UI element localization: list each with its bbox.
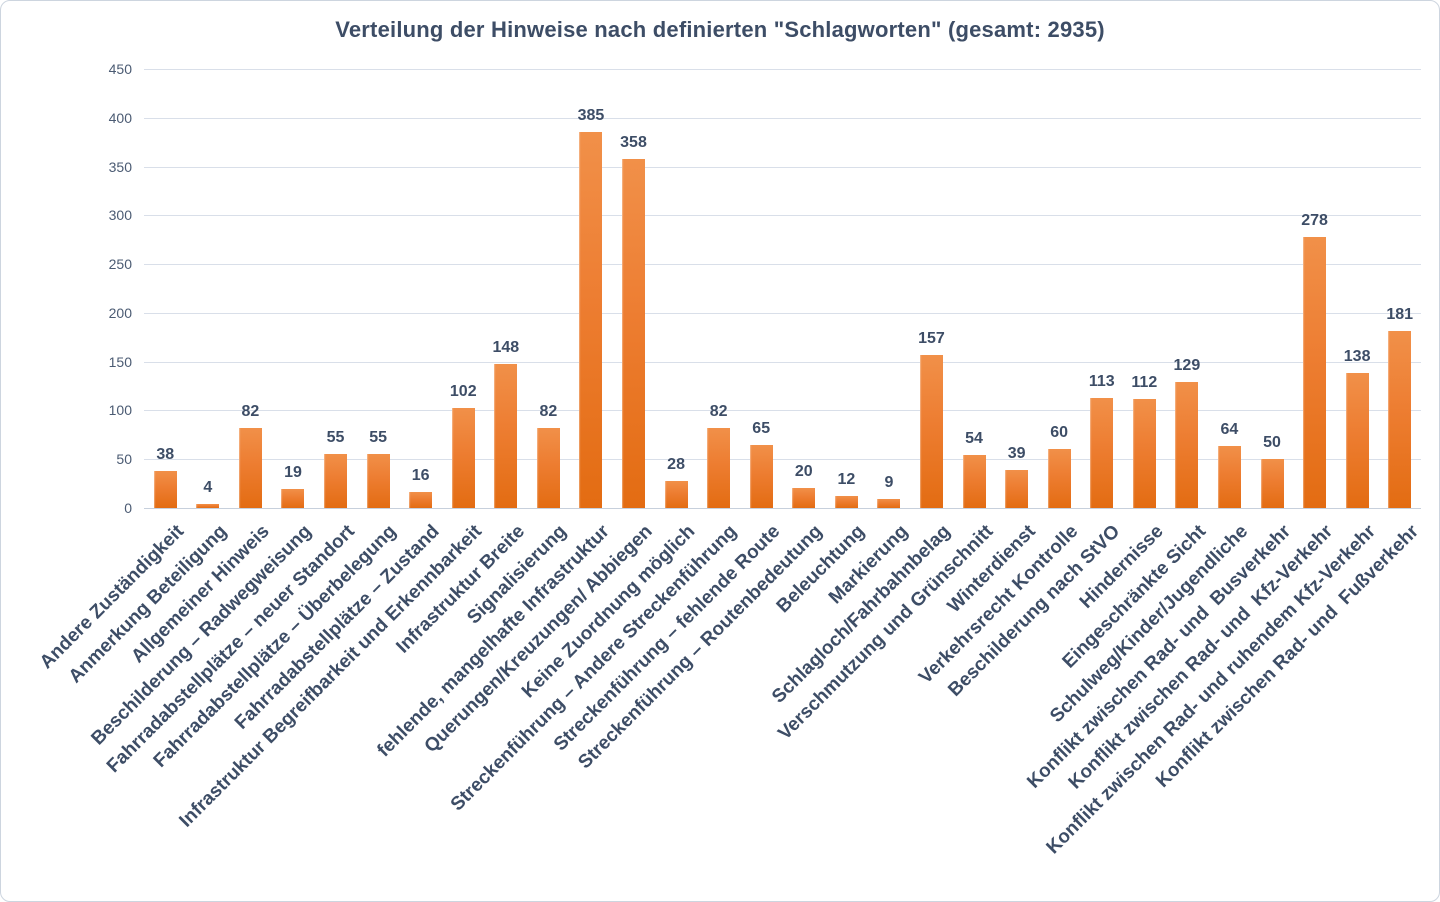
bar-value-label: 16	[411, 467, 430, 485]
bar	[792, 488, 816, 508]
bar	[749, 444, 773, 508]
bar-value-label: 138	[1343, 348, 1371, 366]
bar-value-label: 64	[1220, 420, 1239, 438]
bar-value-label: 54	[965, 430, 983, 448]
bar	[153, 470, 177, 508]
bar	[919, 354, 943, 508]
gridline	[144, 264, 1421, 266]
bar	[1132, 398, 1156, 508]
bar	[1090, 397, 1114, 508]
y-axis-tick-label: 400	[108, 109, 132, 126]
bar	[707, 428, 731, 508]
bar-value-label: 278	[1301, 211, 1328, 229]
bar	[1005, 469, 1029, 508]
y-axis-tick-label: 300	[108, 207, 132, 224]
bar	[366, 454, 390, 508]
bar	[494, 363, 518, 508]
bar	[962, 455, 986, 508]
bar-value-label: 82	[709, 403, 728, 420]
bar	[1217, 445, 1241, 508]
bar	[579, 132, 603, 508]
y-axis-tick-label: 250	[108, 256, 132, 273]
bar-value-label: 82	[539, 403, 558, 420]
bar-value-label: 20	[794, 463, 813, 481]
bar	[834, 496, 858, 508]
bar-value-label: 112	[1131, 373, 1158, 391]
bar-value-label: 38	[156, 445, 175, 463]
gridline	[144, 410, 1421, 412]
bar-value-label: 65	[752, 419, 771, 437]
bar	[409, 492, 433, 508]
bar-value-label: 55	[326, 429, 345, 447]
bar-value-label: 9	[884, 474, 894, 492]
x-axis-line	[144, 508, 1421, 509]
y-axis-tick-label: 50	[116, 451, 132, 468]
bar	[1303, 236, 1327, 508]
y-axis-tick-label: 350	[108, 158, 132, 175]
y-axis-tick-label: 200	[108, 304, 132, 321]
gridline	[144, 117, 1421, 119]
bar	[877, 499, 901, 508]
bar-value-label: 358	[620, 133, 647, 151]
bar-value-label: 55	[369, 429, 387, 447]
bar	[1388, 331, 1412, 508]
gridline	[144, 361, 1421, 363]
bar-value-label: 157	[918, 329, 945, 347]
gridline	[144, 166, 1421, 168]
bar-value-label: 181	[1386, 306, 1414, 324]
bar-value-label: 28	[667, 455, 685, 473]
bar-value-label: 129	[1173, 357, 1201, 375]
bar-value-label: 50	[1263, 434, 1281, 452]
bar	[281, 489, 305, 508]
bar-value-label: 82	[241, 403, 260, 420]
y-axis-tick-label: 100	[108, 402, 132, 419]
bar	[451, 408, 475, 508]
bar	[196, 504, 220, 508]
bar	[324, 454, 348, 508]
bar-value-label: 113	[1088, 372, 1115, 390]
gridline	[144, 69, 1421, 70]
gridline	[144, 459, 1421, 461]
bar-value-label: 4	[203, 479, 213, 497]
bar	[238, 428, 262, 508]
bar-value-label: 60	[1050, 424, 1069, 442]
bar	[664, 480, 688, 508]
bar	[1345, 373, 1369, 508]
bar	[1175, 382, 1199, 508]
y-axis-tick-label: 0	[124, 500, 132, 516]
bar-value-label: 19	[284, 464, 302, 482]
gridline	[144, 312, 1421, 314]
chart-title: Verteilung der Hinweise nach definierten…	[335, 17, 1105, 42]
bar	[536, 428, 560, 508]
bar-value-label: 39	[1007, 444, 1026, 462]
bar	[622, 158, 646, 508]
bar	[1047, 449, 1071, 508]
bar-value-label: 385	[577, 107, 605, 125]
bar	[1260, 459, 1284, 508]
bar-value-label: 102	[449, 383, 477, 401]
gridline	[144, 215, 1421, 217]
bar-value-label: 148	[492, 338, 520, 356]
y-axis-tick-label: 450	[108, 61, 132, 77]
y-axis-tick-label: 150	[108, 353, 132, 370]
bar-value-label: 12	[837, 471, 856, 489]
